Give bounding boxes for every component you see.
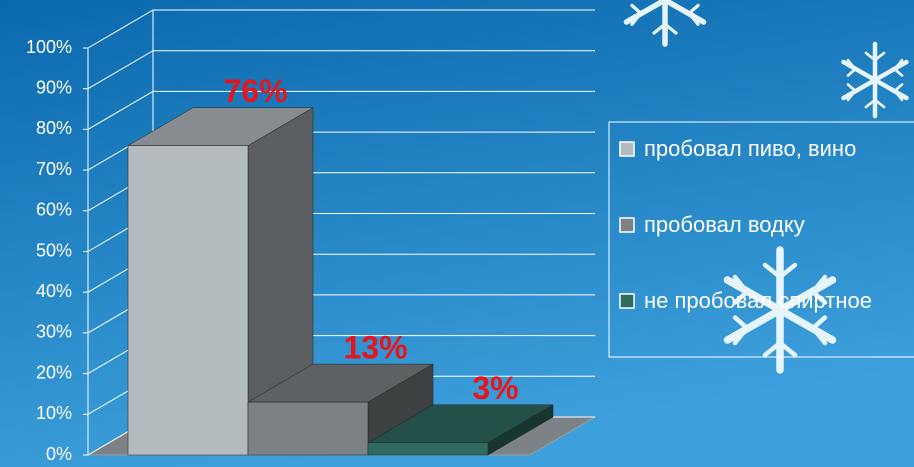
y-tick-label: 60% <box>36 200 72 220</box>
y-tick-label: 90% <box>36 77 72 97</box>
legend-swatch <box>619 217 635 233</box>
legend-label: пробовал водку <box>644 212 805 237</box>
grid-line <box>87 90 595 130</box>
legend-box <box>608 121 914 358</box>
grid-line <box>87 50 595 90</box>
bar-front <box>367 442 489 456</box>
y-tick-label: 40% <box>36 281 72 301</box>
y-tick-label: 100% <box>26 37 72 57</box>
bar <box>127 107 314 456</box>
legend-label: пробовал пиво, вино <box>644 136 856 161</box>
value-label: 76% <box>223 73 287 109</box>
value-label: 3% <box>472 370 518 406</box>
y-tick-label: 20% <box>36 362 72 382</box>
value-label: 13% <box>343 330 407 366</box>
y-tick-label: 30% <box>36 322 72 342</box>
legend-swatch <box>619 293 635 309</box>
y-tick-label: 0% <box>46 444 72 464</box>
bar <box>247 363 434 456</box>
y-tick-label: 10% <box>36 403 72 423</box>
plot: 0% 10% 20% 30% 40% 50% 60% 70% 80% 90% 100% 76% проб… <box>26 9 872 464</box>
grid-line <box>87 9 595 49</box>
y-tick-label: 70% <box>36 159 72 179</box>
legend-swatch <box>619 141 635 157</box>
bar <box>367 404 554 456</box>
legend-label: не пробовал спиртное <box>644 288 872 313</box>
y-tick-label: 50% <box>36 240 72 260</box>
y-tick-label: 80% <box>36 118 72 138</box>
bar-front <box>247 401 369 456</box>
bar-front <box>127 145 249 456</box>
